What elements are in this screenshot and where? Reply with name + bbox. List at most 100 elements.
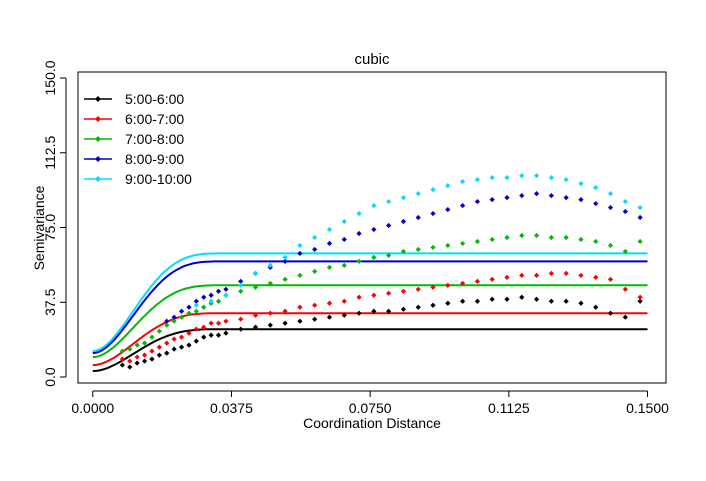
data-point bbox=[156, 352, 162, 358]
data-point bbox=[186, 342, 192, 348]
y-tick-label: 150.0 bbox=[42, 60, 58, 95]
data-point bbox=[127, 346, 133, 352]
data-point bbox=[371, 308, 377, 314]
data-point bbox=[430, 302, 436, 308]
data-point bbox=[519, 272, 525, 278]
data-point bbox=[215, 332, 222, 338]
data-point bbox=[563, 194, 569, 201]
data-point bbox=[312, 246, 318, 253]
data-point bbox=[474, 198, 480, 205]
data-point bbox=[489, 276, 495, 282]
data-point bbox=[186, 330, 192, 336]
data-point bbox=[430, 187, 436, 193]
data-point bbox=[341, 298, 347, 304]
data-point bbox=[578, 236, 584, 243]
data-point bbox=[548, 270, 554, 276]
data-point bbox=[149, 356, 155, 362]
data-point bbox=[637, 294, 643, 300]
data-point bbox=[215, 288, 222, 294]
data-point bbox=[637, 298, 643, 304]
data-point bbox=[201, 324, 207, 330]
chart-title: cubic bbox=[354, 51, 390, 68]
data-point bbox=[164, 340, 170, 346]
data-point bbox=[622, 248, 628, 255]
y-tick-label: 112.5 bbox=[42, 136, 58, 170]
data-point bbox=[326, 264, 333, 270]
data-point bbox=[400, 248, 407, 255]
data-point bbox=[149, 334, 155, 340]
data-point bbox=[607, 242, 614, 249]
data-point bbox=[282, 320, 288, 326]
data-point bbox=[356, 210, 362, 217]
data-point bbox=[201, 294, 207, 300]
data-point bbox=[386, 290, 392, 296]
data-point bbox=[186, 304, 192, 310]
data-point bbox=[504, 296, 510, 302]
data-point bbox=[326, 314, 333, 320]
data-point bbox=[223, 286, 229, 292]
data-point bbox=[297, 242, 303, 249]
data-point bbox=[193, 326, 199, 332]
data-point bbox=[622, 198, 628, 205]
data-point bbox=[164, 322, 170, 328]
data-point bbox=[252, 270, 259, 276]
data-point bbox=[297, 318, 303, 324]
data-point bbox=[415, 286, 421, 292]
data-point bbox=[445, 242, 451, 249]
data-point bbox=[445, 282, 451, 288]
data-point bbox=[460, 280, 466, 286]
data-point bbox=[252, 284, 259, 290]
data-point bbox=[386, 222, 392, 229]
model-curves bbox=[92, 252, 648, 372]
data-point bbox=[400, 306, 407, 312]
data-point bbox=[208, 332, 214, 338]
data-point bbox=[356, 310, 362, 316]
data-point bbox=[415, 304, 421, 310]
data-point bbox=[215, 298, 222, 304]
data-point bbox=[356, 230, 362, 237]
model-curve bbox=[92, 328, 648, 372]
data-point bbox=[282, 308, 288, 314]
legend-label: 7:00-8:00 bbox=[125, 131, 184, 147]
data-point bbox=[563, 177, 569, 183]
data-point bbox=[326, 240, 333, 247]
data-point bbox=[178, 308, 185, 314]
data-point bbox=[445, 300, 451, 306]
data-point bbox=[223, 330, 229, 336]
data-point bbox=[504, 175, 510, 181]
data-point bbox=[178, 314, 185, 320]
x-tick-label: 0.0375 bbox=[210, 400, 253, 416]
data-point bbox=[267, 262, 273, 268]
data-point bbox=[445, 206, 451, 213]
data-point bbox=[548, 234, 554, 241]
data-point bbox=[607, 310, 614, 316]
data-point bbox=[593, 238, 599, 245]
y-axis-label: Semivariance bbox=[31, 185, 47, 270]
data-point bbox=[578, 272, 584, 278]
data-point bbox=[141, 352, 148, 358]
data-point bbox=[474, 298, 480, 304]
data-points bbox=[119, 173, 643, 370]
data-point bbox=[149, 348, 155, 354]
data-point bbox=[489, 175, 495, 181]
data-point bbox=[400, 194, 407, 201]
data-point bbox=[171, 346, 177, 352]
data-point bbox=[607, 276, 614, 282]
data-point bbox=[193, 338, 199, 344]
data-point bbox=[312, 268, 318, 274]
data-point bbox=[519, 193, 525, 199]
data-point bbox=[504, 274, 510, 280]
data-point bbox=[201, 304, 207, 310]
data-point bbox=[563, 234, 569, 241]
legend-label: 6:00-7:00 bbox=[125, 111, 184, 127]
data-point bbox=[607, 191, 614, 197]
data-point bbox=[282, 276, 288, 282]
x-tick-label: 0.0750 bbox=[349, 400, 392, 416]
data-point bbox=[238, 288, 244, 294]
data-point bbox=[238, 282, 244, 288]
data-point bbox=[208, 298, 214, 304]
data-point bbox=[267, 310, 273, 316]
legend-marker bbox=[95, 116, 101, 122]
data-point bbox=[297, 304, 303, 310]
data-point bbox=[134, 360, 140, 366]
